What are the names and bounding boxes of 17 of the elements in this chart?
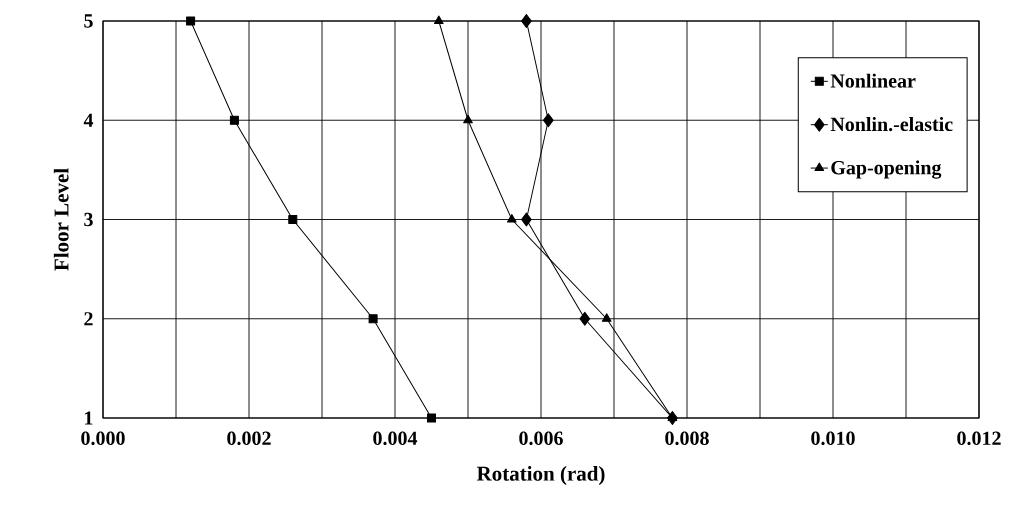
x-tick-label: 0.002 [227, 431, 271, 446]
x-tick-label: 0.010 [811, 431, 855, 446]
x-axis-title: Rotation (rad) [476, 465, 605, 486]
x-tick-label: 0.000 [81, 431, 125, 446]
x-tick-label: 0.008 [665, 431, 709, 446]
y-tick-label: 5 [84, 14, 93, 28]
y-axis-title: Floor Level [53, 168, 69, 271]
y-tick-label: 4 [83, 113, 94, 127]
x-tick-label: 0.004 [373, 431, 418, 446]
y-tick-label: 1 [85, 411, 93, 425]
legend-label: Nonlinear [830, 73, 916, 88]
x-tick-label: 0.012 [957, 431, 1001, 446]
y-tick-label: 3 [84, 212, 93, 227]
legend-label: Nonlin.-elastic [830, 117, 953, 132]
x-tick-label: 0.006 [519, 431, 563, 446]
y-tick-label: 2 [84, 312, 93, 326]
legend-label: Gap-opening [831, 160, 942, 179]
